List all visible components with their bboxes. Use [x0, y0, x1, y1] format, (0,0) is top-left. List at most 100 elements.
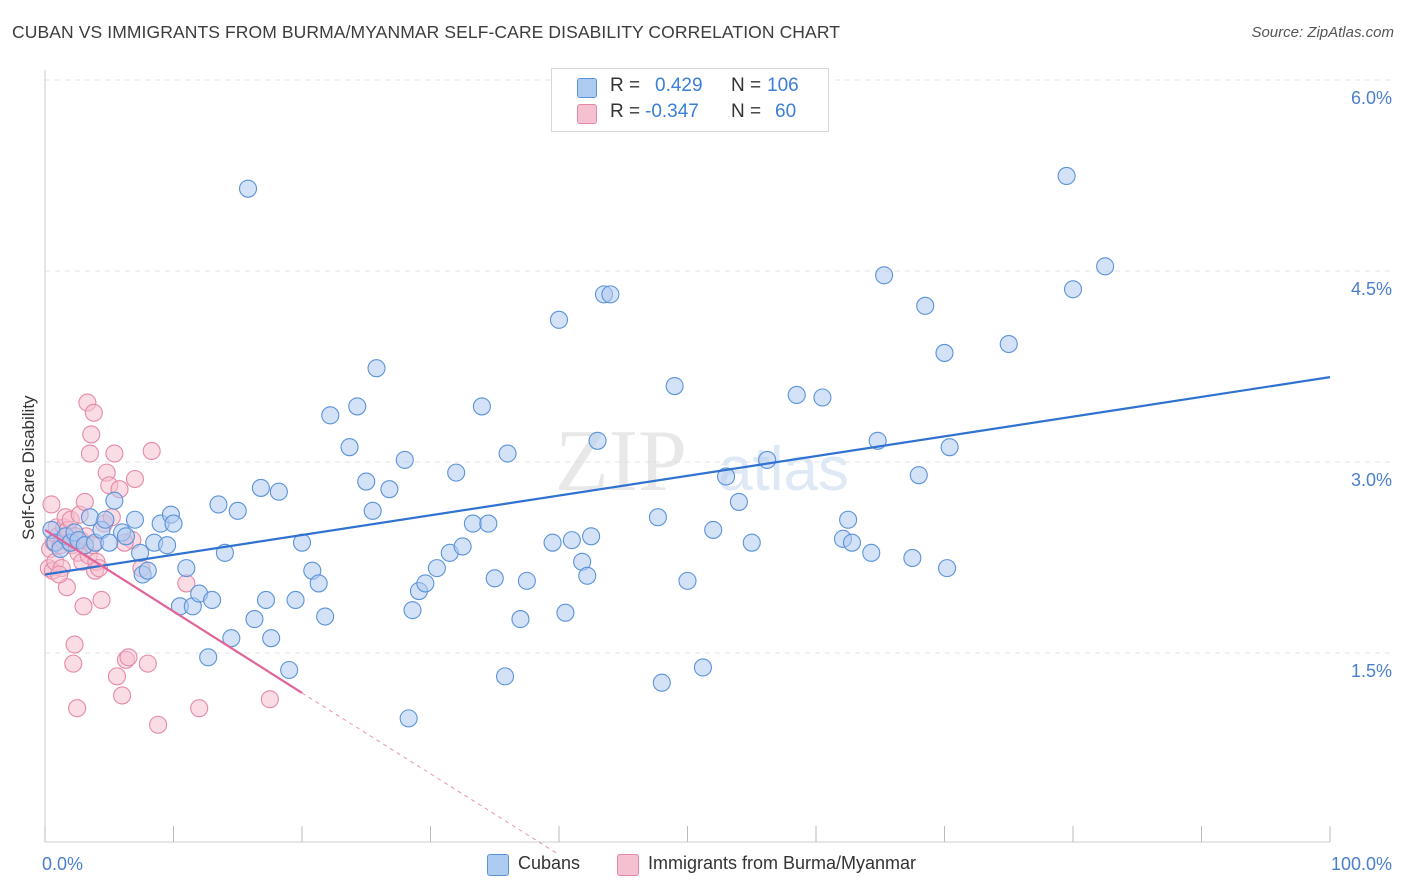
cubans-point — [472, 397, 491, 416]
cubans-swatch — [577, 78, 597, 98]
burma-point — [125, 469, 144, 489]
y-axis-label: Self-Care Disability — [19, 395, 38, 540]
cubans-point — [839, 510, 858, 529]
burma-point — [80, 444, 100, 463]
cubans-point — [131, 543, 150, 562]
cubans-point — [209, 495, 228, 514]
cubans-point — [158, 536, 177, 555]
watermark-zip: ZIP — [555, 413, 687, 510]
cubans-point — [357, 472, 376, 491]
cubans-point — [238, 179, 258, 198]
cubans-point — [742, 533, 761, 552]
watermark-atlas: atlas — [718, 435, 849, 504]
legend-burma-swatch — [617, 854, 639, 876]
cubans-point — [116, 527, 136, 546]
cubans-point — [363, 501, 382, 520]
trend-lines — [44, 376, 1331, 856]
cubans-point — [704, 520, 723, 539]
burma-point — [65, 635, 84, 654]
cubans-point — [222, 629, 241, 648]
cubans-point — [916, 296, 935, 315]
y-tick-label: 3.0% — [1351, 470, 1392, 490]
cubans-point — [582, 527, 601, 546]
burma-point — [84, 403, 103, 422]
cubans-point — [309, 574, 328, 593]
burma-point — [82, 425, 101, 444]
cubans-point — [286, 590, 305, 610]
cubans-point — [495, 667, 515, 686]
cubans-point — [251, 478, 270, 497]
cubans-point — [96, 510, 115, 529]
chart-title: CUBAN VS IMMIGRANTS FROM BURMA/MYANMAR S… — [12, 22, 841, 42]
burma-point — [64, 654, 83, 673]
cubans-point — [395, 450, 414, 469]
cubans-point — [665, 376, 684, 396]
cubans-point — [228, 501, 247, 520]
burma-point — [113, 686, 132, 705]
stats-legend-box: R = 0.429 N = 106 R = -0.347 N = 60 — [551, 68, 829, 132]
cubans-point — [588, 431, 607, 450]
cubans-point — [1096, 257, 1115, 276]
cubans-point — [940, 438, 959, 457]
cubans-point — [367, 359, 386, 378]
cubans-point — [427, 559, 446, 578]
cubans-point — [787, 385, 806, 405]
cubans-point — [842, 533, 862, 552]
cubans-point — [256, 590, 276, 610]
cubans-point — [693, 658, 712, 677]
cubans-point — [177, 559, 196, 578]
legend-cubans-swatch — [487, 854, 509, 876]
tick-labels: 1.5% 3.0% 4.5% 6.0% 0.0% 100.0% — [42, 88, 1392, 874]
legend-burma-label: Immigrants from Burma/Myanmar — [648, 853, 917, 873]
burma-point — [107, 667, 127, 686]
cubans-point — [399, 709, 418, 728]
r-value-burma: -0.347 — [645, 101, 699, 122]
burma-point — [42, 495, 61, 514]
cubans-point — [648, 508, 667, 527]
burma-point — [105, 444, 124, 463]
gridlines — [45, 79, 1392, 654]
cubans-point — [485, 569, 504, 588]
cubans-point — [556, 603, 575, 622]
axes — [44, 70, 1331, 843]
cubans-point — [903, 548, 922, 567]
cubans-point — [862, 543, 881, 562]
burma-swatch — [577, 104, 597, 124]
cubans-point — [125, 510, 144, 529]
cubans-point — [479, 514, 498, 533]
burma-point — [138, 654, 157, 673]
n-value-burma: 60 — [775, 101, 797, 122]
cubans-point — [517, 571, 536, 590]
cubans-point — [498, 444, 517, 463]
n-label: N = — [731, 75, 762, 96]
cubans-point — [348, 397, 367, 416]
cubans-point — [138, 561, 157, 580]
cubans-point — [999, 334, 1018, 354]
burma-point — [92, 590, 111, 610]
cubans-point — [1057, 166, 1076, 185]
y-tick-label: 4.5% — [1351, 279, 1392, 299]
cubans-point — [453, 537, 472, 556]
y-tick-label: 1.5% — [1351, 661, 1392, 681]
cubans-point — [875, 266, 894, 285]
cubans-point — [729, 492, 748, 511]
cubans-point — [652, 673, 671, 692]
series-burma-points — [39, 393, 279, 734]
cubans-point — [199, 648, 218, 667]
cubans-point — [601, 285, 620, 304]
cubans-point — [105, 491, 124, 510]
r-value-cubans: 0.429 — [655, 75, 703, 96]
cubans-point — [938, 559, 957, 578]
n-value-cubans: 106 — [767, 75, 799, 96]
cubans-point — [245, 610, 264, 629]
cubans-point — [562, 531, 581, 550]
cubans-point — [578, 566, 597, 585]
cubans-point — [758, 450, 777, 469]
r-label: R = — [610, 75, 641, 96]
cubans-point — [511, 610, 530, 629]
r-label: R = — [610, 101, 641, 122]
cubans-point — [262, 629, 281, 648]
series-cubans-points — [42, 166, 1115, 728]
burma-point — [119, 648, 138, 667]
